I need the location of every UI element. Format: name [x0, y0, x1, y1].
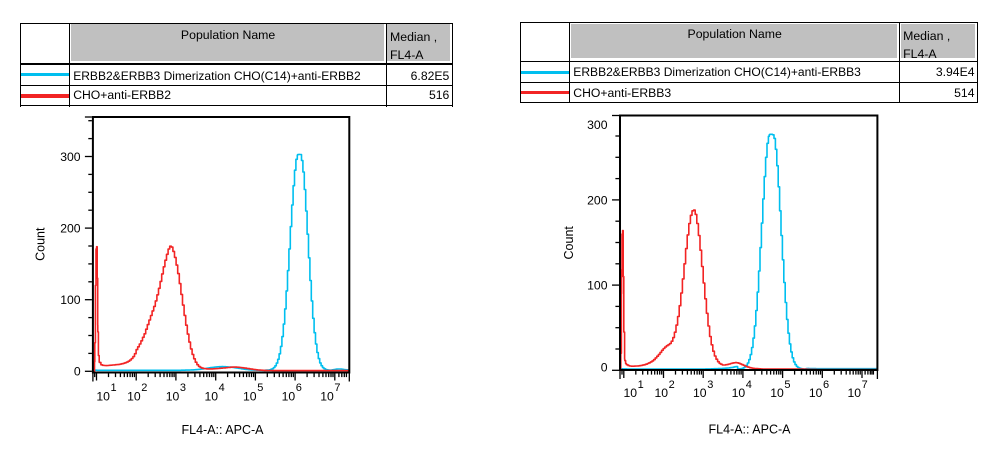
svg-text:10: 10: [243, 389, 257, 403]
svg-text:10: 10: [732, 386, 746, 400]
svg-text:7: 7: [334, 382, 340, 394]
svg-text:1: 1: [111, 382, 117, 394]
svg-text:10: 10: [204, 389, 218, 403]
svg-text:10: 10: [282, 389, 296, 403]
svg-text:10: 10: [654, 386, 668, 400]
svg-text:7: 7: [862, 379, 868, 391]
svg-text:200: 200: [60, 222, 81, 236]
svg-text:300: 300: [60, 150, 81, 164]
svg-text:6: 6: [296, 382, 302, 394]
svg-text:2: 2: [141, 382, 147, 394]
svg-text:10: 10: [623, 386, 637, 400]
svg-text:3: 3: [180, 382, 186, 394]
svg-text:100: 100: [587, 279, 608, 293]
svg-text:4: 4: [746, 379, 752, 391]
svg-text:FL4-A:: APC-A: FL4-A:: APC-A: [709, 423, 792, 437]
svg-text:200: 200: [587, 193, 608, 207]
svg-text:10: 10: [320, 389, 334, 403]
svg-text:Count: Count: [34, 227, 48, 261]
svg-text:5: 5: [257, 382, 263, 394]
svg-text:Count: Count: [562, 226, 576, 260]
svg-text:FL4-A:: APC-A: FL4-A:: APC-A: [182, 423, 265, 437]
svg-text:10: 10: [770, 386, 784, 400]
svg-text:10: 10: [127, 389, 141, 403]
svg-text:2: 2: [669, 379, 675, 391]
svg-text:0: 0: [601, 361, 608, 375]
svg-text:10: 10: [693, 386, 707, 400]
svg-text:10: 10: [847, 386, 861, 400]
svg-text:10: 10: [166, 389, 180, 403]
svg-text:6: 6: [823, 379, 829, 391]
svg-text:100: 100: [60, 293, 81, 307]
svg-text:300: 300: [587, 118, 608, 132]
svg-text:10: 10: [96, 389, 110, 403]
svg-text:1: 1: [638, 379, 644, 391]
svg-text:3: 3: [707, 379, 713, 391]
svg-text:0: 0: [74, 365, 81, 379]
svg-text:5: 5: [784, 379, 790, 391]
svg-text:4: 4: [219, 382, 225, 394]
svg-text:10: 10: [809, 386, 823, 400]
